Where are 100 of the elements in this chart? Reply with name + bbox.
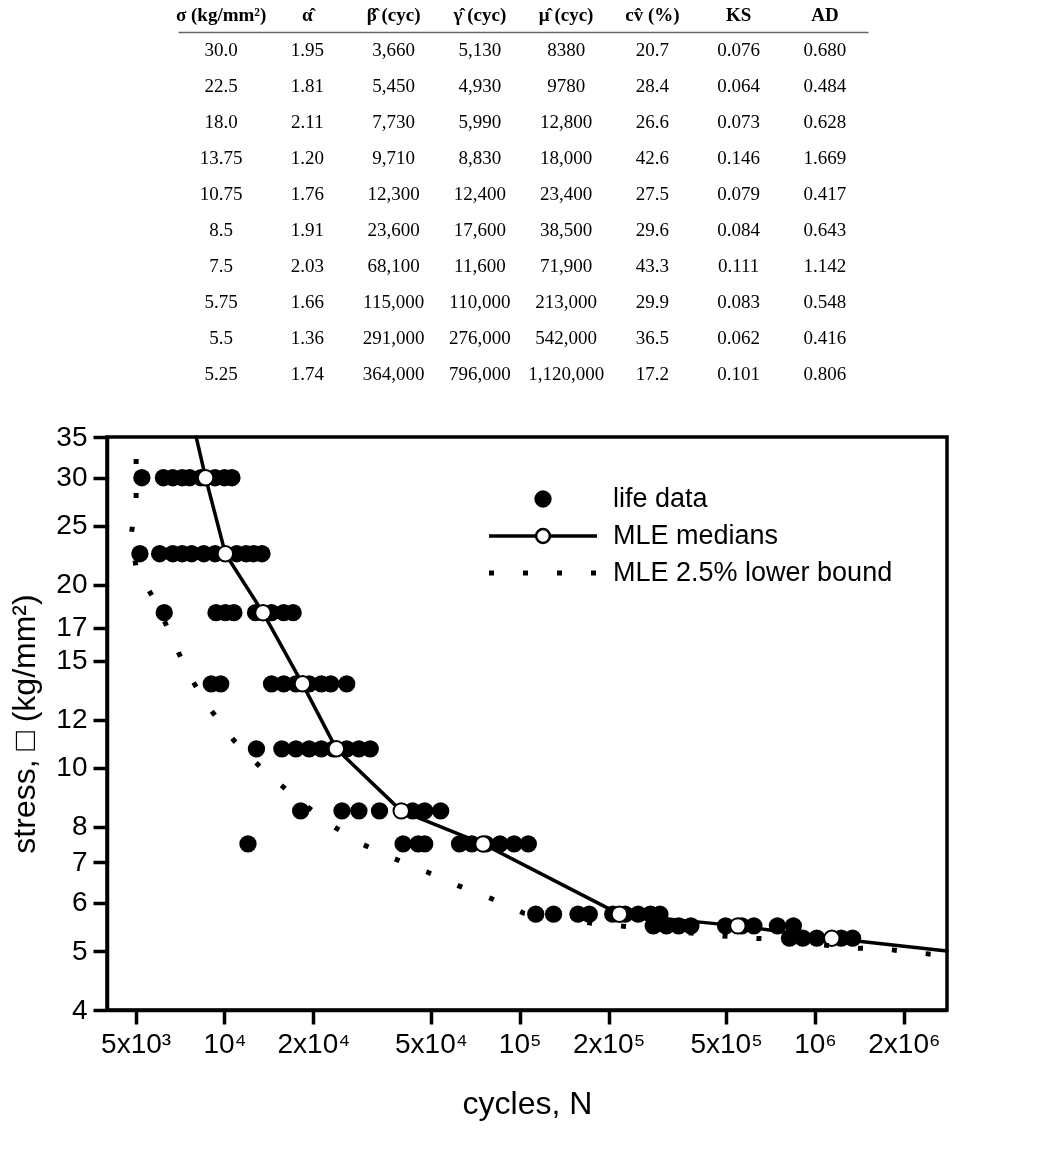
text: 291,000 [362, 327, 425, 348]
text: 23,600 [367, 219, 420, 240]
text: 1.95 [290, 39, 324, 60]
y-tick-label: 30 [56, 461, 88, 493]
text: 213,000 [535, 291, 597, 312]
text: 12,800 [540, 111, 593, 132]
text: 5.75 [204, 291, 238, 312]
text: 0.643 [803, 219, 847, 240]
text: 27.5 [635, 183, 669, 204]
text: 26.6 [635, 111, 669, 132]
text: 18.0 [204, 111, 238, 132]
text: 13.75 [199, 147, 243, 168]
x-tick-label: 5x10⁴ [394, 1027, 468, 1059]
text: 364,000 [362, 363, 425, 384]
text: 1.66 [290, 291, 324, 312]
text: 8380 [547, 39, 586, 60]
text: 3,660 [372, 39, 415, 60]
text: 276,000 [449, 327, 511, 348]
text: 0.084 [717, 219, 760, 240]
text: 0.083 [717, 291, 760, 312]
x-tick-label: 10⁵ [498, 1027, 542, 1059]
text: 29.9 [635, 291, 669, 312]
text: 9,710 [372, 147, 415, 168]
legend-label: MLE 2.5% lower bound [613, 557, 893, 587]
text: 1,120,000 [528, 363, 605, 384]
text: 0.628 [803, 111, 847, 132]
text: 0.064 [717, 75, 760, 96]
legend-label: life data [613, 483, 709, 513]
text: 5.5 [209, 327, 233, 348]
text: 796,000 [449, 363, 511, 384]
text: 1.20 [290, 147, 324, 168]
text: 542,000 [535, 327, 597, 348]
text: 17,600 [453, 219, 506, 240]
y-tick-label: 35 [56, 420, 88, 452]
category-label: AD [811, 3, 839, 25]
text: 5,450 [372, 75, 415, 96]
text: 0.548 [803, 291, 847, 312]
x-tick-label: 5x10³ [101, 1027, 172, 1059]
category-label: β̂ (cyc) [366, 3, 421, 26]
text: 36.5 [635, 327, 669, 348]
y-tick-label: 12 [56, 703, 88, 735]
text: 18,000 [540, 147, 593, 168]
text: 0.417 [803, 183, 847, 204]
category-label: γ̂ (cyc) [452, 3, 507, 26]
category-label: σ (kg/mm²) [175, 3, 267, 26]
x-tick-label: 10⁴ [203, 1027, 247, 1059]
category-label: KS [725, 3, 752, 25]
text: 1.74 [290, 363, 324, 384]
text: 7,730 [372, 111, 415, 132]
text: 17.2 [635, 363, 669, 384]
text: 0.146 [717, 147, 760, 168]
text: 7.5 [209, 255, 233, 276]
legend-label: MLE medians [613, 520, 779, 550]
x-tick-label: 2x10⁴ [277, 1027, 351, 1059]
text: 28.4 [635, 75, 669, 96]
text: 8,830 [458, 147, 502, 168]
text: 38,500 [540, 219, 593, 240]
text: 5.25 [204, 363, 238, 384]
text: 0.416 [803, 327, 847, 348]
y-tick-label: 6 [71, 886, 88, 918]
category-label: α̂ [302, 3, 316, 25]
y-tick-label: 17 [56, 611, 88, 643]
text: 1.36 [290, 327, 324, 348]
text: 0.079 [717, 183, 760, 204]
text: 0.680 [803, 39, 847, 60]
text: 0.101 [717, 363, 760, 384]
text: 12,400 [453, 183, 506, 204]
text: 9780 [547, 75, 586, 96]
text: 0.073 [717, 111, 760, 132]
y-tick-label: 7 [71, 845, 88, 877]
x-tick-label: 2x10⁶ [868, 1027, 941, 1059]
text: 4,930 [458, 75, 502, 96]
y-tick-label: 25 [56, 509, 88, 541]
text: 110,000 [449, 291, 511, 312]
y-tick-label: 10 [56, 751, 88, 783]
text: 8.5 [209, 219, 233, 240]
x-tick-label: 5x10⁵ [690, 1027, 763, 1059]
y-tick-label: 4 [71, 993, 88, 1025]
text: 71,900 [540, 255, 593, 276]
y-tick-label: 20 [56, 568, 88, 600]
text: 115,000 [363, 291, 425, 312]
text: 30.0 [204, 39, 238, 60]
text: 1.81 [290, 75, 324, 96]
text: 29.6 [635, 219, 669, 240]
text: 2.03 [290, 255, 324, 276]
x-axis-title: cycles, N [462, 1084, 593, 1121]
text: 2.11 [291, 111, 324, 132]
x-tick-label: 10⁶ [794, 1027, 837, 1059]
text: 42.6 [635, 147, 669, 168]
y-tick-label: 15 [56, 644, 88, 676]
text: 1.76 [290, 183, 324, 204]
text: 1.91 [290, 219, 324, 240]
text: 22.5 [204, 75, 238, 96]
text: 20.7 [635, 39, 669, 60]
text: 11,600 [454, 255, 506, 276]
x-tick-label: 2x10⁵ [572, 1027, 646, 1059]
text: 0.111 [717, 255, 760, 276]
text: 5,990 [458, 111, 502, 132]
text: 0.806 [803, 363, 847, 384]
text: 0.484 [803, 75, 847, 96]
